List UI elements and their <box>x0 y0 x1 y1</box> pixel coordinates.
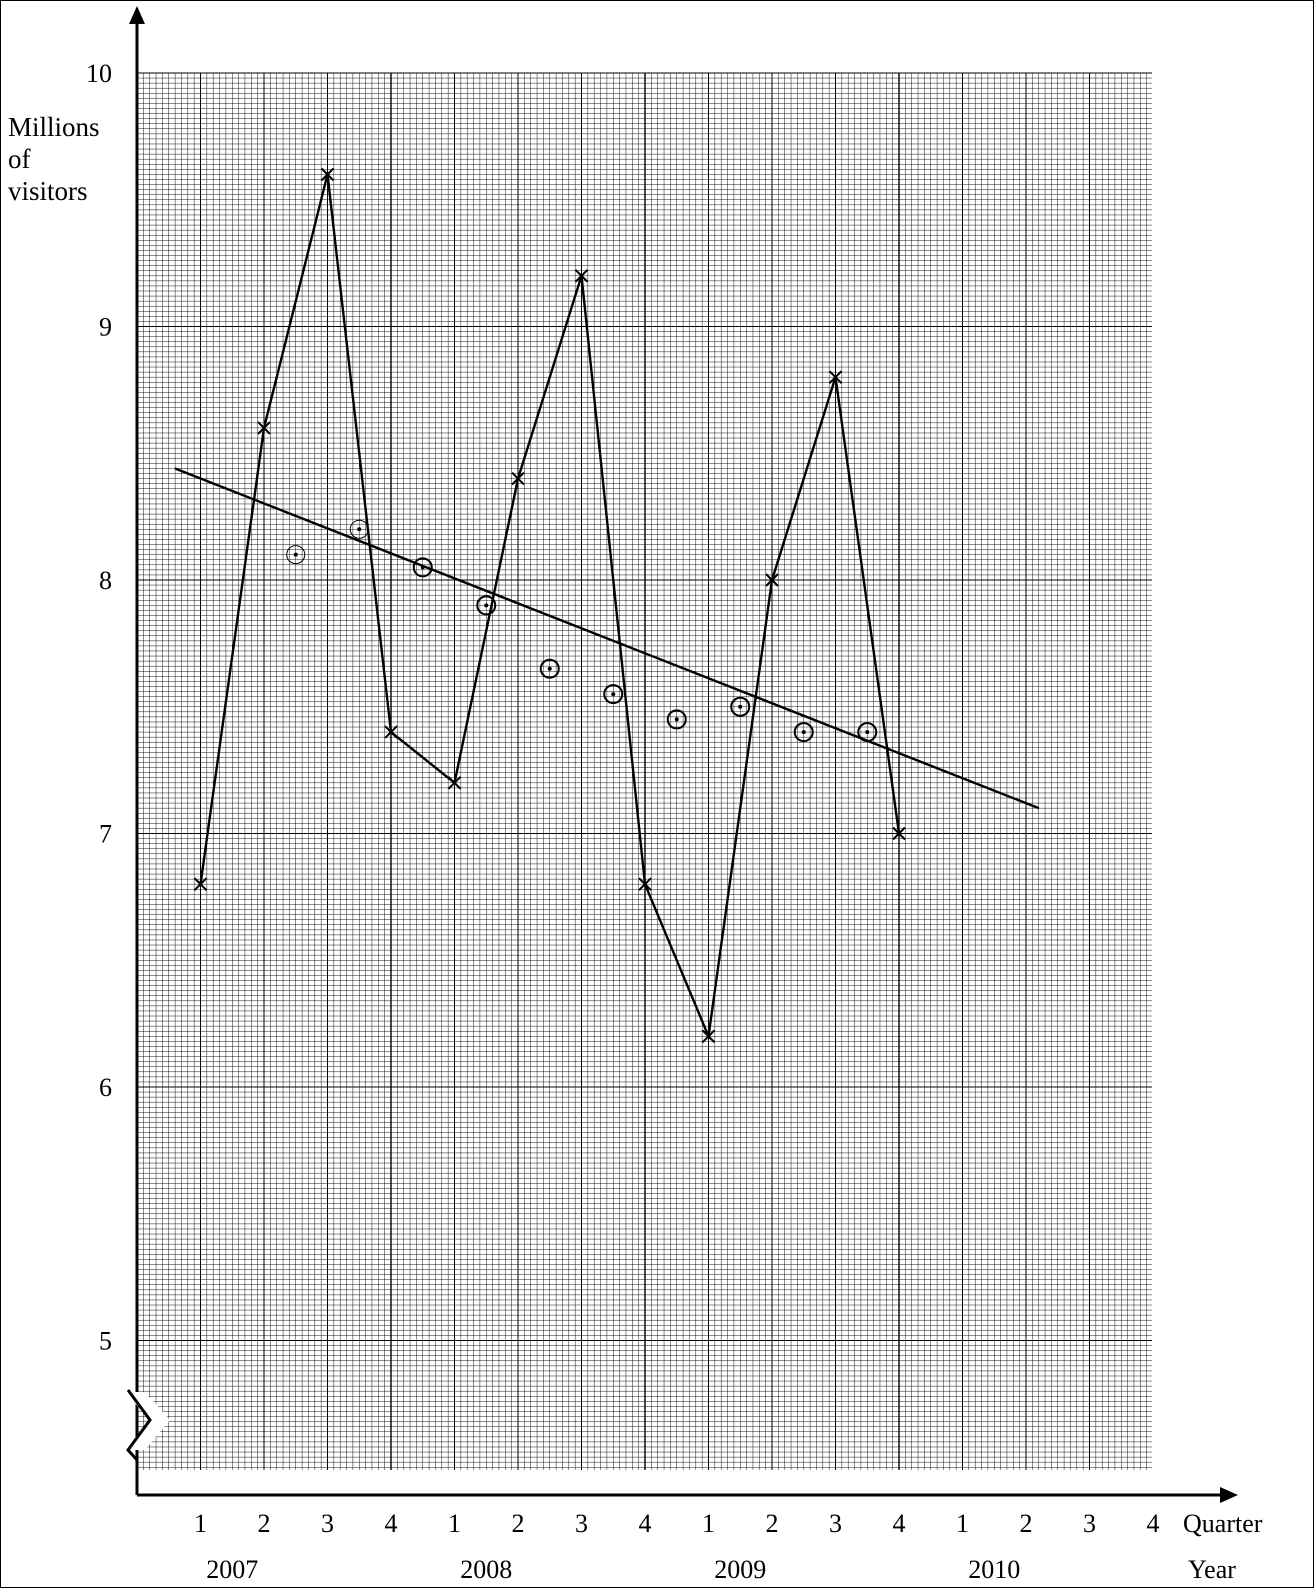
point-ring <box>476 595 497 616</box>
x-tick-label-quarter: 4 <box>893 1509 906 1538</box>
y-axis-arrowhead <box>129 6 145 24</box>
cross-stroke <box>384 725 398 739</box>
cross-stroke <box>765 573 779 587</box>
data-point-circled <box>793 722 814 743</box>
cross-stroke <box>257 421 271 435</box>
cross-stroke <box>828 370 843 384</box>
cross-stroke <box>447 776 462 790</box>
data-point-circled <box>603 684 624 705</box>
data-point-cross <box>320 167 335 182</box>
data-point-circled <box>666 709 687 730</box>
x-tick-label-year: 2008 <box>460 1555 512 1584</box>
x-tick-label-quarter: 2 <box>1020 1509 1033 1538</box>
x-axis-arrowhead <box>1220 1487 1238 1503</box>
point-ring <box>286 545 306 565</box>
trend-line <box>174 467 1040 810</box>
y-axis-label-line-1: Millions <box>8 112 100 142</box>
x-axis-label-quarter: Quarter <box>1183 1509 1263 1538</box>
point-ring <box>603 684 624 705</box>
data-point-circled <box>349 519 369 539</box>
x-tick-label-year: 2010 <box>968 1555 1020 1584</box>
data-point-cross <box>447 776 462 790</box>
y-axis-label-line-2: of <box>8 144 31 174</box>
point-dot <box>865 730 870 735</box>
data-point-circled <box>857 722 878 743</box>
axes <box>125 6 1238 1503</box>
point-ring <box>666 709 687 730</box>
cross-stroke <box>511 471 525 486</box>
x-tick-labels: 1 2 3 4 1 2 3 4 1 2 3 4 1 2 3 4 2007 2008 2009 2010 <box>194 1509 1160 1584</box>
point-ring <box>793 722 814 743</box>
point-dot <box>611 692 616 697</box>
x-tick-label-quarter: 1 <box>448 1509 461 1538</box>
data-point-cross <box>701 1029 716 1044</box>
x-tick-label-quarter: 2 <box>258 1509 271 1538</box>
point-ring <box>412 557 433 578</box>
y-axis-label-line-3: visitors <box>8 176 88 206</box>
point-ring <box>349 519 369 539</box>
point-dot <box>674 717 679 722</box>
cross-stroke <box>701 1029 716 1044</box>
y-tick-label: 9 <box>99 313 112 342</box>
point-dot <box>420 565 425 570</box>
point-ring <box>730 696 751 717</box>
data-point-cross <box>892 826 906 841</box>
y-tick-label: 7 <box>99 820 112 849</box>
x-tick-label-quarter: 2 <box>766 1509 779 1538</box>
grid <box>136 72 1152 1470</box>
point-dot <box>484 603 489 608</box>
data-point-cross <box>574 269 589 283</box>
cross-stroke <box>638 877 652 891</box>
axis-labels: Millions of visitors Quarter Year <box>8 112 1263 1584</box>
y-tick-label: 6 <box>99 1073 112 1102</box>
data-point-cross <box>257 421 271 435</box>
x-axis-label-year: Year <box>1188 1555 1236 1584</box>
x-tick-label-year: 2009 <box>714 1555 766 1584</box>
data-point-cross <box>638 877 652 891</box>
series-line <box>199 174 901 1041</box>
data-point-circled <box>476 595 497 616</box>
point-ring <box>539 658 560 679</box>
cross-stroke <box>320 167 335 182</box>
x-tick-label-quarter: 4 <box>385 1509 398 1538</box>
cross-stroke <box>892 826 906 841</box>
x-tick-label-quarter: 1 <box>702 1509 715 1538</box>
data-point-circled <box>286 545 306 565</box>
x-tick-label-quarter: 4 <box>639 1509 652 1538</box>
data-point-cross <box>828 370 843 384</box>
cross-stroke <box>193 877 208 891</box>
x-tick-label-quarter: 4 <box>1147 1509 1160 1538</box>
x-tick-label-quarter: 3 <box>1083 1509 1096 1538</box>
x-tick-label-quarter: 3 <box>321 1509 334 1538</box>
y-tick-label: 8 <box>99 566 112 595</box>
y-tick-labels: 5 6 7 8 9 10 <box>86 59 112 1356</box>
point-dot <box>357 527 362 532</box>
axis-break-mask <box>125 1392 170 1450</box>
data-point-cross <box>511 471 525 486</box>
data-point-cross <box>193 877 208 891</box>
series <box>174 167 1040 1044</box>
x-tick-label-quarter: 3 <box>575 1509 588 1538</box>
point-dot <box>293 552 298 557</box>
data-point-circled <box>539 658 560 679</box>
point-dot <box>547 666 552 671</box>
y-tick-label: 10 <box>86 59 112 88</box>
cross-stroke <box>574 269 589 283</box>
point-ring <box>857 722 878 743</box>
x-tick-label-year: 2007 <box>206 1555 258 1584</box>
point-dot <box>738 704 743 709</box>
x-tick-label-quarter: 1 <box>194 1509 207 1538</box>
x-tick-label-quarter: 2 <box>512 1509 525 1538</box>
data-point-cross <box>384 725 398 739</box>
y-tick-label: 5 <box>99 1327 112 1356</box>
x-tick-label-quarter: 3 <box>829 1509 842 1538</box>
data-point-cross <box>765 573 779 587</box>
point-dot <box>801 730 806 735</box>
axis-break-zigzag <box>126 1389 152 1462</box>
x-tick-label-quarter: 1 <box>956 1509 969 1538</box>
data-point-circled <box>730 696 751 717</box>
data-point-circled <box>412 557 433 578</box>
